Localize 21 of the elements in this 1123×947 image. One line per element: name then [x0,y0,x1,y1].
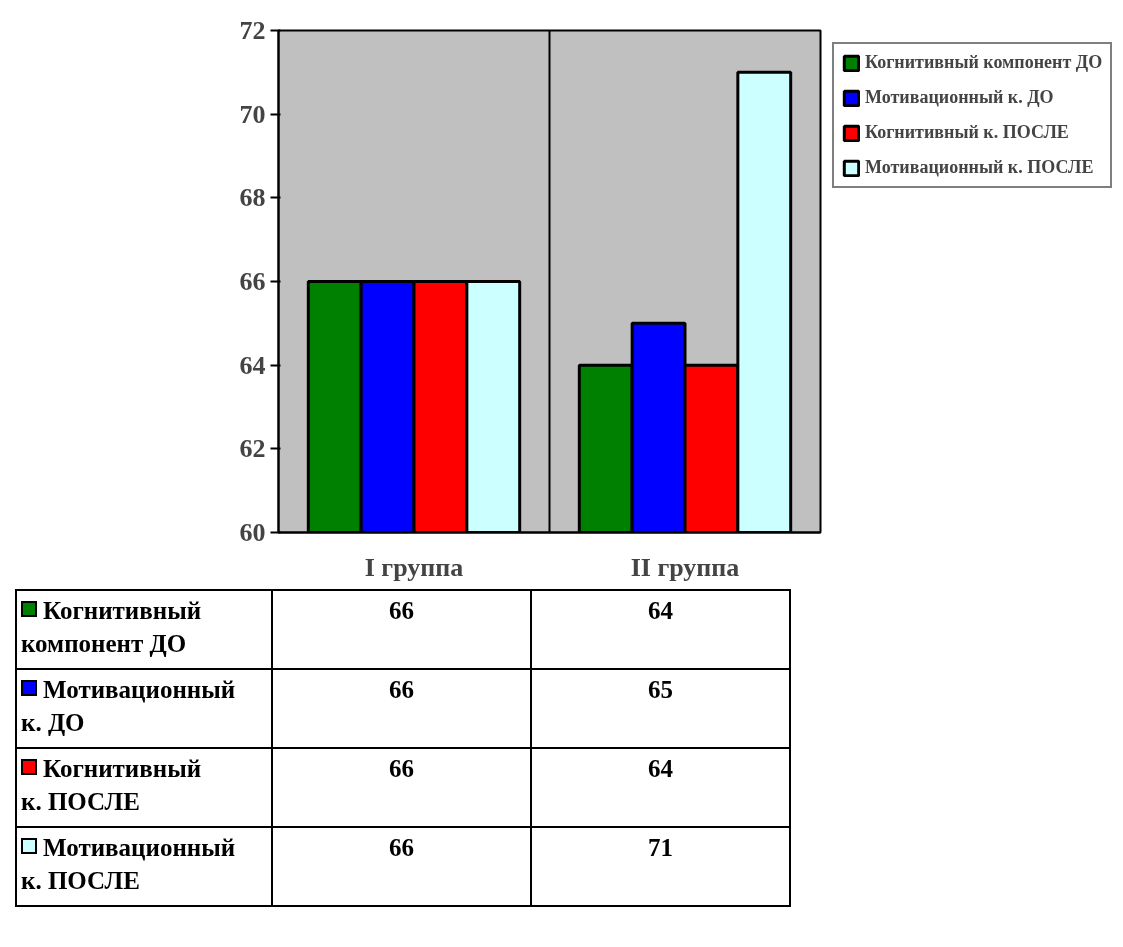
x-tick-label: II группа [630,552,740,582]
data-label: 65 [531,669,790,748]
data-label: 71 [531,827,790,906]
legend-label: Мотивационный к. ПОСЛЕ [865,157,1094,178]
y-tick-label: 70 [239,99,266,129]
text: Когнитивный к. ПОСЛЕ [21,755,202,815]
text: Мотивационный к. ПОСЛЕ [21,834,236,894]
y-tick-label: 62 [239,434,266,464]
data-label: 64 [531,590,790,669]
y-tick-label: 60 [239,518,266,547]
x-tick-label: I группа [364,552,464,582]
y-tick-label: 64 [239,350,266,380]
data-label: 64 [531,748,790,827]
y-tick-label: 72 [239,16,266,45]
legend-label: Когнитивный к. ПОСЛЕ [865,122,1069,143]
text: Мотивационный к. ДО [865,87,1054,107]
y-tick-label: 68 [239,183,266,213]
legend-label: Мотивационный к. ДО [16,669,272,748]
legend-label: Когнитивный компонент ДО [16,590,272,669]
y-tick-label: 66 [239,267,266,296]
text: Когнитивный компонент ДО [865,52,1103,72]
